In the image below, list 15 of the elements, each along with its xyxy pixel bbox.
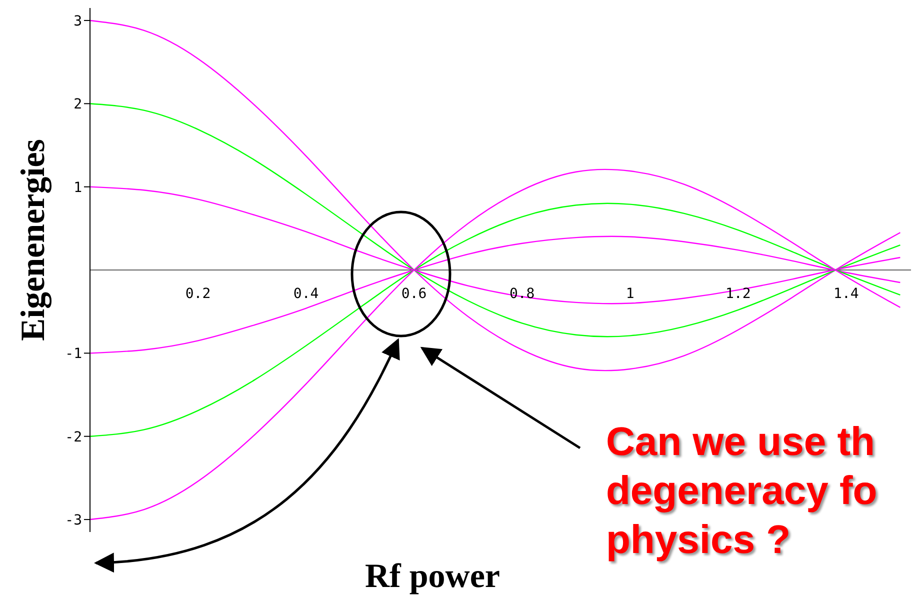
x-tick-label: 1.2 [726,286,751,302]
y-tick-label: 1 [74,180,82,196]
x-tick-label: 0.6 [401,286,427,302]
y-axis-title: Eigenenergies [15,138,53,342]
y-tick-label: 3 [74,13,82,30]
y-tick-label: 2 [74,96,82,113]
x-tick-label: 1.4 [834,286,859,302]
annotation: Can we use th degeneracy fo physics ? [606,419,878,564]
x-tick-label: 0.4 [293,286,319,302]
y-tick-label: -3 [65,512,82,528]
x-tick-label: 0.2 [185,286,211,302]
y-tick-label: -2 [65,429,82,446]
x-axis-title: Rf power [365,558,500,596]
x-tick-label: 1 [626,286,634,302]
y-tick-label: -1 [65,346,82,362]
